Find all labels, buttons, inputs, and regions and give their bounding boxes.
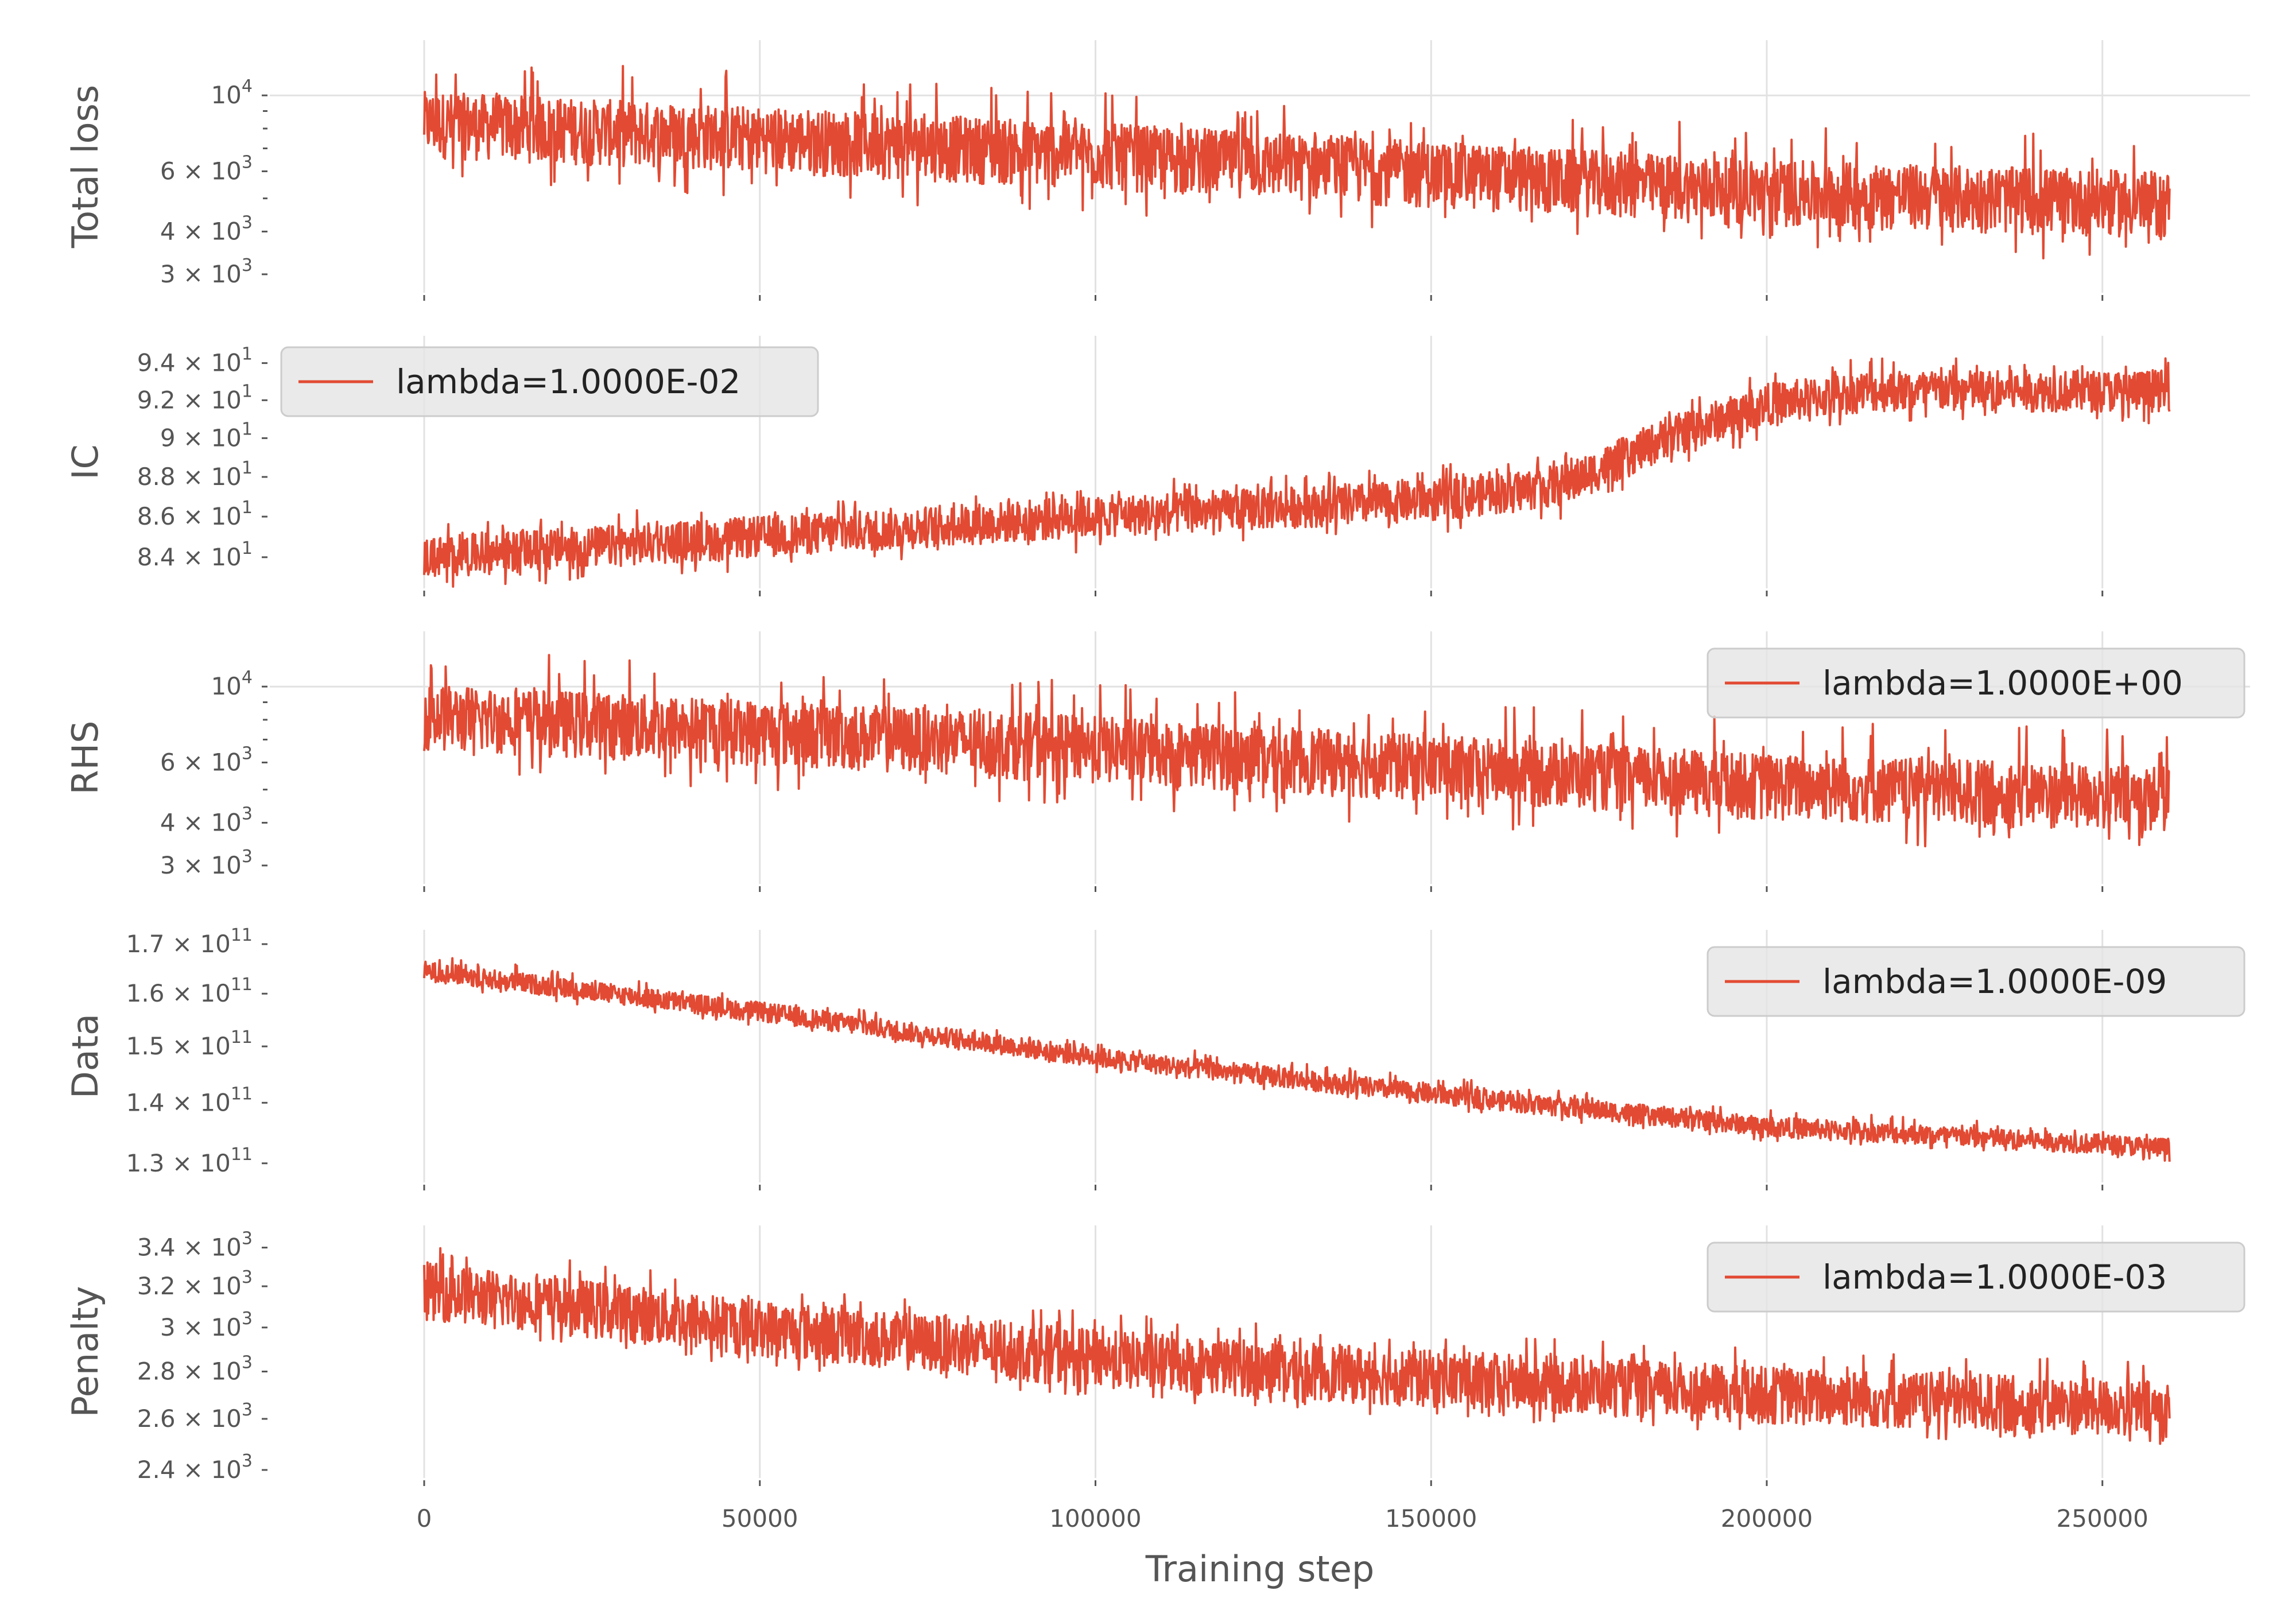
x-tick-label: 250000: [2057, 1504, 2148, 1533]
y-tick-label: 2.8 × 103: [137, 1353, 253, 1386]
x-tick-label: 150000: [1385, 1504, 1477, 1533]
y-tick-label: 2.6 × 103: [137, 1400, 253, 1433]
y-tick-label: 3 × 103: [160, 1309, 253, 1341]
y-tick-label: 4 × 103: [160, 804, 253, 836]
legend-label: lambda=1.0000E+00: [1822, 664, 2183, 703]
y-axis-label-penalty: Penalty: [64, 1286, 106, 1418]
y-tick-label: 104: [211, 76, 253, 109]
legend-box: [1707, 647, 2245, 719]
legend-data: lambda=1.0000E-09: [1707, 946, 2245, 1017]
y-axis-label-ic: IC: [64, 444, 106, 480]
x-axis-label: Training step: [1145, 1548, 1374, 1590]
y-axis-label-data: Data: [64, 1014, 106, 1099]
legend-rhs: lambda=1.0000E+00: [1707, 647, 2245, 719]
y-tick-label: 1.3 × 1011: [126, 1145, 253, 1177]
y-tick-label: 8.6 × 101: [137, 498, 253, 530]
x-tick-label: 200000: [1721, 1504, 1813, 1533]
legend-label: lambda=1.0000E-09: [1822, 962, 2167, 1001]
series-line-data: [423, 957, 2171, 1162]
x-tick-label: 50000: [722, 1504, 798, 1533]
x-tick-label: 100000: [1049, 1504, 1141, 1533]
legend-label: lambda=1.0000E-02: [396, 362, 740, 401]
y-axis-label-rhs: RHS: [64, 720, 106, 794]
y-tick-label: 9.2 × 101: [137, 381, 253, 414]
y-tick-label: 9.4 × 101: [137, 344, 253, 377]
y-tick-label: 3.4 × 103: [137, 1229, 253, 1262]
y-tick-label: 4 × 103: [160, 212, 253, 245]
series-line-penalty: [423, 1247, 2171, 1445]
x-tick-label: 0: [417, 1504, 432, 1533]
legend-box: [1707, 946, 2245, 1017]
y-tick-label: 3 × 103: [160, 255, 253, 288]
y-tick-label: 9 × 101: [160, 419, 253, 452]
y-tick-label: 6 × 103: [160, 152, 253, 185]
series-line-ic: [423, 357, 2171, 588]
subplot-ic: 9.4 × 101 9.2 × 101 9 × 101 8.8 × 101 8.6 × …: [64, 336, 2171, 596]
series-line-total_loss: [423, 65, 2171, 259]
y-tick-label: 6 × 103: [160, 743, 253, 776]
y-tick-label: 1.7 × 1011: [126, 925, 253, 958]
legend-penalty: lambda=1.0000E-03: [1707, 1242, 2245, 1313]
y-tick-label: 8.4 × 101: [137, 538, 253, 571]
legend-box: [1707, 1242, 2245, 1313]
subplot-total_loss: 104 6 × 103 4 × 103 3 × 103 Total loss: [64, 40, 2250, 301]
y-tick-label: 1.4 × 1011: [126, 1084, 253, 1116]
legend-box: [280, 346, 819, 417]
y-tick-label: 2.4 × 103: [137, 1451, 253, 1484]
subplot-rhs: 104 6 × 103 4 × 103 3 × 103 RHS lambda=1.0000…: [64, 631, 2250, 892]
y-tick-label: 3 × 103: [160, 847, 253, 879]
subplot-data: 1.7 × 1011 1.6 × 1011 1.5 × 1011 1.4 × 1011…: [64, 925, 2245, 1190]
series-line-rhs: [423, 654, 2170, 848]
y-axis-label-total_loss: Total loss: [64, 85, 106, 249]
legend-ic: lambda=1.0000E-02: [280, 346, 819, 417]
y-tick-label: 1.5 × 1011: [126, 1027, 253, 1060]
subplot-penalty: 3.4 × 103 3.2 × 103 3 × 103 2.8 × 103 2.6 × …: [64, 1225, 2245, 1486]
y-tick-label: 8.8 × 101: [137, 458, 253, 491]
y-tick-label: 1.6 × 1011: [126, 975, 253, 1007]
y-tick-label: 3.2 × 103: [137, 1267, 253, 1300]
y-tick-label: 104: [211, 668, 253, 700]
legend-label: lambda=1.0000E-03: [1822, 1258, 2167, 1297]
